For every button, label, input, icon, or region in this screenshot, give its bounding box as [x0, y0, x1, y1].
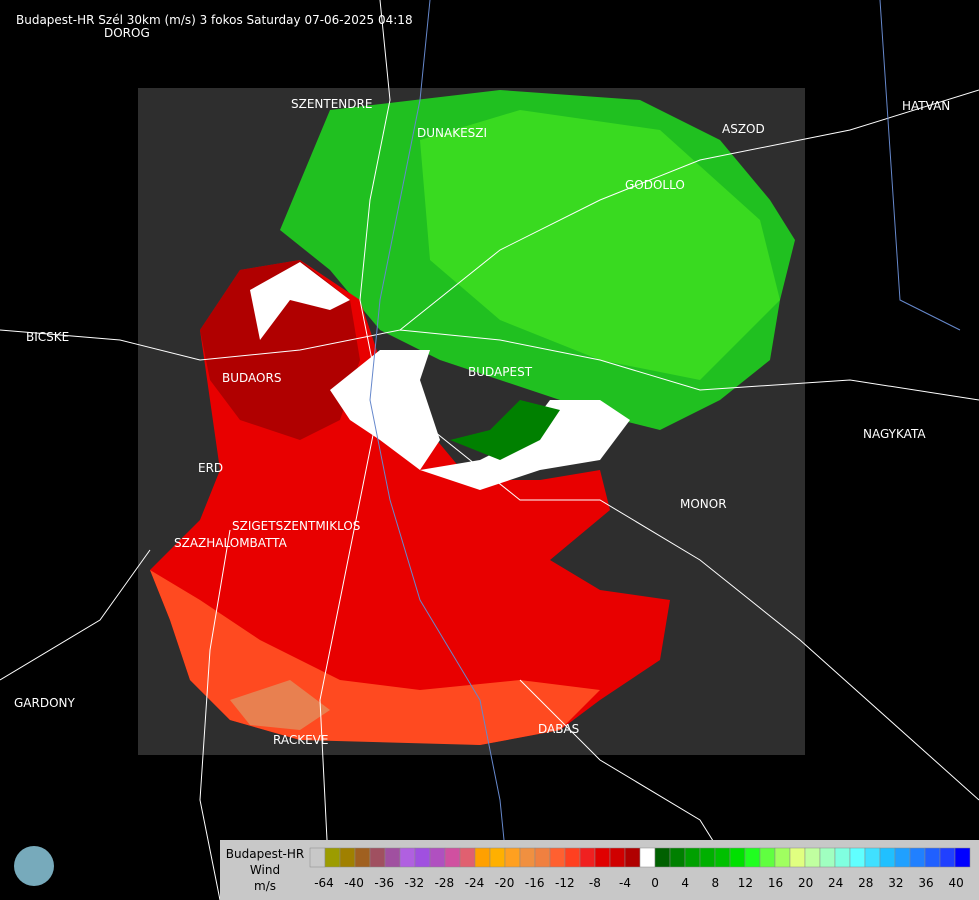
legend-swatch [504, 847, 521, 868]
legend: Budapest-HR Wind m/s -64 -40 -36 -32 -28 -24-… [220, 840, 979, 900]
legend-swatch [849, 847, 866, 868]
legend-swatch [444, 847, 461, 868]
legend-swatch [414, 847, 431, 868]
legend-swatch [834, 847, 851, 868]
legend-tick: -64 [314, 876, 334, 890]
legend-swatch [579, 847, 596, 868]
place-label: NAGYKATA [863, 427, 926, 441]
legend-swatch [879, 847, 896, 868]
legend-swatch [609, 847, 626, 868]
legend-tick: 0 [651, 876, 659, 890]
legend-swatch [819, 847, 836, 868]
legend-swatch [804, 847, 821, 868]
place-label: SZIGETSZENTMIKLOS [232, 519, 360, 533]
legend-swatch [699, 847, 716, 868]
legend-swatch [594, 847, 611, 868]
legend-swatch [714, 847, 731, 868]
legend-unit: m/s [254, 879, 276, 893]
place-label: GODOLLO [625, 178, 685, 192]
place-label: GARDONY [14, 696, 76, 710]
legend-tick: -36 [374, 876, 394, 890]
legend-swatch [894, 847, 911, 868]
rivers [369, 0, 961, 900]
legend-swatch [744, 847, 761, 868]
legend-swatch [624, 847, 641, 868]
legend-swatch [564, 847, 581, 868]
legend-swatch [384, 847, 401, 868]
legend-tick: 20 [798, 876, 813, 890]
legend-swatch [549, 847, 566, 868]
legend-swatch [789, 847, 806, 868]
place-label: DUNAKESZI [417, 126, 487, 140]
place-label: RACKEVE [273, 733, 328, 747]
legend-tick: -28 [435, 876, 455, 890]
legend-tick: 12 [738, 876, 753, 890]
place-label: DABAS [538, 722, 579, 736]
legend-swatch [774, 847, 791, 868]
legend-swatch [954, 847, 971, 868]
legend-tick: 8 [711, 876, 719, 890]
legend-swatch [909, 847, 926, 868]
place-label: ERD [198, 461, 223, 475]
legend-tick: -4 [619, 876, 631, 890]
place-labels: DOROG SZENTENDRE DUNAKESZI ASZOD HATVAN GODOL… [14, 26, 979, 900]
legend-swatch [324, 847, 341, 868]
legend-tick: 24 [828, 876, 843, 890]
legend-swatch [339, 847, 356, 868]
legend-swatch [684, 847, 701, 868]
legend-tick: -20 [495, 876, 515, 890]
legend-swatch [519, 847, 536, 868]
legend-swatch [759, 847, 776, 868]
legend-swatch [369, 847, 386, 868]
legend-tick: -40 [344, 876, 364, 890]
legend-tick: -12 [555, 876, 575, 890]
place-label: DOROG [104, 26, 150, 40]
legend-tick: -8 [589, 876, 601, 890]
radar-echo [150, 90, 795, 745]
place-label: SZAZHALOMBATTA [174, 536, 288, 550]
place-label: BICSKE [26, 330, 69, 344]
legend-tick: 28 [858, 876, 873, 890]
legend-swatch [729, 847, 746, 868]
legend-tick: -32 [404, 876, 424, 890]
place-label: ASZOD [722, 122, 765, 136]
legend-tick: 40 [948, 876, 963, 890]
place-label: HATVAN [902, 99, 950, 113]
place-label: BUDAORS [222, 371, 281, 385]
place-label: MONOR [680, 497, 727, 511]
legend-swatch [669, 847, 686, 868]
legend-tick: 4 [681, 876, 689, 890]
legend-swatch [939, 847, 956, 868]
legend-swatch [459, 847, 476, 868]
title: Budapest-HR Szél 30km (m/s) 3 fokos Satu… [16, 13, 413, 27]
legend-station: Budapest-HR [226, 847, 304, 861]
legend-swatch [639, 847, 656, 868]
legend-tick: 36 [918, 876, 933, 890]
legend-swatch [309, 847, 326, 868]
legend-swatch [429, 847, 446, 868]
place-label: SZENTENDRE [291, 97, 372, 111]
legend-swatch [399, 847, 416, 868]
legend-tick: 16 [768, 876, 783, 890]
legend-swatch [654, 847, 671, 868]
legend-quantity: Wind [250, 863, 280, 877]
logo [14, 846, 54, 886]
legend-swatch [534, 847, 551, 868]
legend-swatch [864, 847, 881, 868]
legend-tick: -16 [525, 876, 545, 890]
legend-swatch [354, 847, 371, 868]
legend-tick: 32 [888, 876, 903, 890]
legend-tick: -24 [465, 876, 485, 890]
legend-swatch [924, 847, 941, 868]
place-label: BUDAPEST [468, 365, 533, 379]
legend-swatch [489, 847, 506, 868]
legend-swatch [474, 847, 491, 868]
